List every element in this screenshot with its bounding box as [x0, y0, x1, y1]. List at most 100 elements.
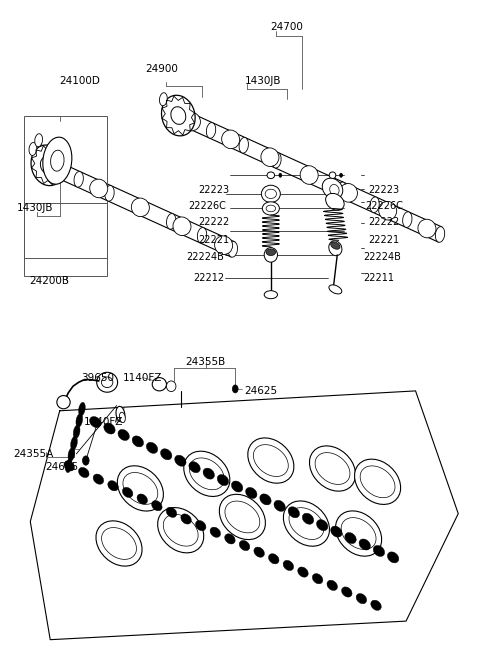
Ellipse shape	[219, 494, 265, 540]
Ellipse shape	[225, 534, 235, 544]
Text: 24625: 24625	[245, 386, 278, 396]
Text: 39650: 39650	[81, 373, 114, 383]
Ellipse shape	[79, 402, 85, 416]
Text: 24200B: 24200B	[29, 276, 69, 286]
Text: 22223: 22223	[368, 185, 399, 195]
Ellipse shape	[330, 185, 339, 195]
Text: 24355B: 24355B	[186, 357, 226, 367]
Ellipse shape	[329, 172, 336, 179]
Ellipse shape	[35, 134, 43, 147]
Ellipse shape	[264, 291, 277, 298]
Ellipse shape	[315, 453, 350, 484]
Ellipse shape	[355, 459, 401, 504]
Ellipse shape	[310, 446, 356, 491]
Ellipse shape	[232, 385, 238, 393]
Ellipse shape	[373, 545, 384, 557]
Ellipse shape	[195, 520, 206, 531]
Ellipse shape	[403, 212, 412, 227]
Ellipse shape	[267, 172, 275, 179]
Text: 22222: 22222	[368, 217, 399, 227]
Ellipse shape	[157, 508, 204, 553]
Ellipse shape	[48, 161, 66, 179]
Ellipse shape	[370, 197, 379, 213]
Ellipse shape	[272, 153, 281, 168]
Ellipse shape	[74, 171, 84, 187]
Ellipse shape	[340, 173, 342, 177]
Ellipse shape	[120, 412, 125, 423]
Ellipse shape	[371, 600, 381, 610]
Ellipse shape	[246, 488, 257, 498]
Ellipse shape	[359, 539, 371, 550]
Ellipse shape	[387, 552, 399, 563]
Ellipse shape	[279, 173, 282, 177]
Ellipse shape	[261, 148, 279, 167]
Ellipse shape	[136, 199, 145, 215]
Ellipse shape	[288, 506, 300, 518]
Ellipse shape	[175, 455, 186, 466]
Ellipse shape	[248, 438, 294, 483]
Ellipse shape	[289, 508, 324, 539]
Ellipse shape	[266, 205, 276, 212]
Ellipse shape	[166, 507, 177, 517]
Ellipse shape	[268, 554, 279, 564]
Ellipse shape	[206, 122, 216, 138]
Ellipse shape	[217, 474, 228, 486]
Ellipse shape	[132, 198, 149, 217]
Ellipse shape	[316, 520, 328, 531]
Ellipse shape	[283, 501, 329, 546]
Ellipse shape	[43, 137, 72, 184]
Bar	[24, 203, 107, 276]
Ellipse shape	[43, 157, 52, 173]
Bar	[24, 116, 107, 258]
Ellipse shape	[215, 236, 233, 254]
Text: 22224B: 22224B	[186, 252, 224, 262]
Text: 1140FZ: 1140FZ	[84, 417, 123, 427]
Ellipse shape	[184, 451, 230, 496]
Ellipse shape	[73, 425, 80, 438]
Text: 24355A: 24355A	[13, 449, 53, 459]
Text: 24700: 24700	[270, 22, 303, 32]
Ellipse shape	[123, 472, 158, 504]
Ellipse shape	[312, 573, 323, 584]
Ellipse shape	[298, 567, 308, 577]
Ellipse shape	[31, 145, 65, 185]
Text: 22222: 22222	[198, 217, 229, 227]
Ellipse shape	[304, 167, 314, 183]
Ellipse shape	[118, 429, 129, 440]
Ellipse shape	[189, 462, 200, 473]
Text: 22211: 22211	[363, 273, 395, 283]
Ellipse shape	[96, 373, 118, 392]
Ellipse shape	[197, 227, 207, 244]
Ellipse shape	[274, 500, 285, 511]
Ellipse shape	[337, 182, 347, 198]
Text: 24900: 24900	[145, 64, 178, 74]
Ellipse shape	[302, 513, 314, 524]
Ellipse shape	[283, 561, 294, 571]
Ellipse shape	[102, 528, 136, 559]
Ellipse shape	[240, 541, 250, 551]
Ellipse shape	[345, 533, 356, 544]
Ellipse shape	[336, 511, 382, 556]
Ellipse shape	[167, 213, 176, 229]
Ellipse shape	[167, 381, 176, 391]
Ellipse shape	[83, 456, 89, 465]
Ellipse shape	[253, 445, 288, 476]
Text: 22223: 22223	[198, 185, 229, 195]
Ellipse shape	[64, 461, 74, 471]
Ellipse shape	[325, 193, 344, 210]
Ellipse shape	[331, 526, 342, 537]
Ellipse shape	[341, 518, 376, 549]
Ellipse shape	[265, 189, 276, 199]
Ellipse shape	[254, 547, 264, 557]
Ellipse shape	[231, 481, 243, 492]
Ellipse shape	[174, 108, 183, 123]
Ellipse shape	[163, 514, 198, 546]
Ellipse shape	[40, 157, 55, 174]
Polygon shape	[30, 391, 458, 640]
Ellipse shape	[117, 466, 163, 511]
Ellipse shape	[261, 185, 280, 203]
Ellipse shape	[159, 93, 167, 106]
Ellipse shape	[329, 285, 342, 294]
Ellipse shape	[93, 474, 104, 484]
Ellipse shape	[225, 501, 260, 533]
